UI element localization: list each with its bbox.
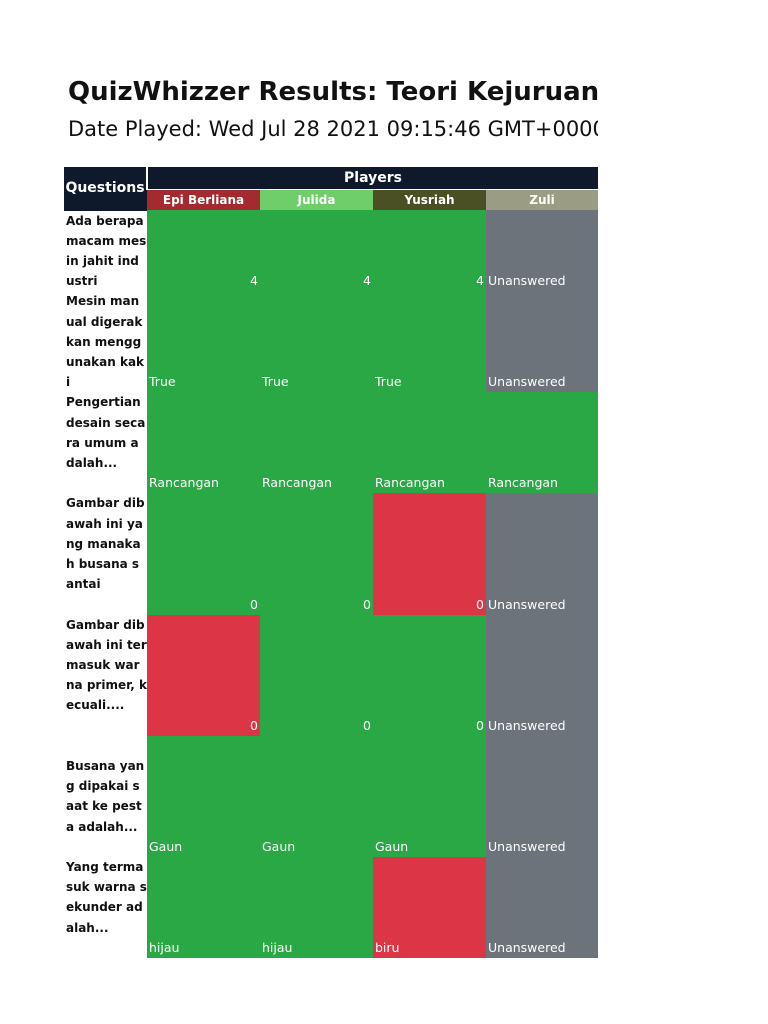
page-title: QuizWhizzer Results: Teori Kejuruan (kel… [68, 77, 598, 107]
answer-cell-correct: 4 [260, 210, 373, 292]
player-name-yusriah: Yusriah [373, 189, 486, 210]
answer-cell-correct: Rancangan [147, 392, 260, 494]
player-names-row: Epi Berliana Julida Yusriah Zuli [64, 189, 598, 210]
answer-cell-correct: 0 [147, 493, 260, 615]
question-cell: Gambar dibawah ini yang manakah busana s… [64, 493, 147, 615]
answer-cell-correct: Rancangan [486, 392, 598, 494]
question-cell: Pengertian desain secara umum adalah... [64, 392, 147, 494]
table-row: Mesin manual digerakkan menggunakan kaki… [64, 291, 598, 393]
table-row: Pengertian desain secara umum adalah... R… [64, 392, 598, 494]
question-cell: Ada berapa macam mesin jahit industri [64, 210, 147, 292]
table-row: Busana yang dipakai saat ke pesta adalah… [64, 735, 598, 857]
table-row: Yang termasuk warna sekunder adalah... hi… [64, 856, 598, 958]
answer-cell-unanswered: Unanswered [486, 735, 598, 857]
answer-cell-correct: hijau [147, 856, 260, 958]
question-text: Gambar dibawah ini yang manakah busana s… [66, 496, 145, 592]
question-cell: Mesin manual digerakkan menggunakan kaki [64, 291, 147, 393]
answer-cell-unanswered: Unanswered [486, 493, 598, 615]
answer-cell-correct: 0 [373, 614, 486, 736]
table-row: Gambar dibawah ini yang manakah busana s… [64, 493, 598, 615]
header-row-players: Questions Players [64, 167, 598, 211]
answer-cell-wrong: 0 [373, 493, 486, 615]
question-text: Busana yang dipakai saat ke pesta adalah… [66, 758, 145, 834]
table-row: Ada berapa macam mesin jahit industri 4 4 4… [64, 210, 598, 292]
player-name-julida: Julida [260, 189, 373, 210]
answer-cell-correct: Gaun [147, 735, 260, 857]
players-header: Players [146, 167, 598, 190]
answer-cell-unanswered: Unanswered [486, 210, 598, 292]
results-table: Questions Players Epi Berliana Julida Yusr… [64, 167, 598, 958]
answer-cell-correct: hijau [260, 856, 373, 958]
results-body: Ada berapa macam mesin jahit industri 4 4 4… [64, 210, 598, 958]
answer-cell-unanswered: Unanswered [486, 856, 598, 958]
answer-cell-wrong: 0 [147, 614, 260, 736]
answer-cell-correct: Gaun [373, 735, 486, 857]
questions-header: Questions [64, 167, 147, 211]
answer-cell-correct: 4 [147, 210, 260, 292]
answer-cell-correct: True [260, 291, 373, 393]
question-text: Yang termasuk warna sekunder adalah... [66, 859, 147, 935]
answer-cell-unanswered: Unanswered [486, 291, 598, 393]
answer-cell-correct: Rancangan [373, 392, 486, 494]
question-text: Gambar dibawah ini termasuk warna primer… [66, 617, 147, 713]
answer-cell-unanswered: Unanswered [486, 614, 598, 736]
question-text: Pengertian desain secara umum adalah... [66, 395, 146, 470]
date-played: Date Played: Wed Jul 28 2021 09:15:46 GM… [68, 117, 598, 141]
answer-cell-wrong: biru [373, 856, 486, 958]
answer-cell-correct: True [147, 291, 260, 393]
question-text: Mesin manual digerakkan menggunakan kaki [66, 294, 145, 390]
answer-cell-correct: Gaun [260, 735, 373, 857]
player-name-epi-berliana: Epi Berliana [147, 189, 260, 210]
question-text: Ada berapa macam mesin jahit industri [66, 213, 147, 289]
question-cell: Busana yang dipakai saat ke pesta adalah… [64, 735, 147, 857]
answer-cell-correct: 4 [373, 210, 486, 292]
player-name-zuli: Zuli [486, 189, 598, 210]
answer-cell-correct: 0 [260, 493, 373, 615]
question-cell: Yang termasuk warna sekunder adalah... [64, 856, 147, 958]
question-cell: Gambar dibawah ini termasuk warna primer… [64, 614, 147, 736]
answer-cell-correct: 0 [260, 614, 373, 736]
table-row: Gambar dibawah ini termasuk warna primer… [64, 614, 598, 736]
answer-cell-correct: Rancangan [260, 392, 373, 494]
answer-cell-correct: True [373, 291, 486, 393]
